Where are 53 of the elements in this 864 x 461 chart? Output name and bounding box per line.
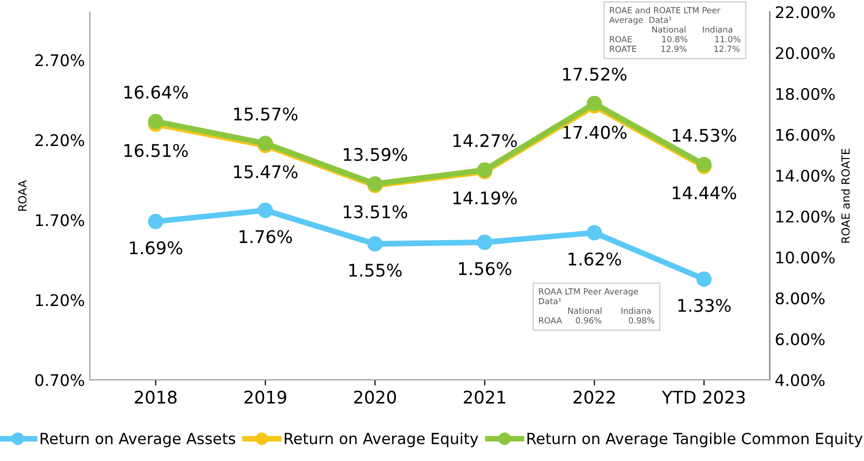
- data-label: 1.69%: [130, 241, 182, 254]
- y2-tick-label: 20.00%: [776, 47, 835, 60]
- y-tick-label: 1.70%: [36, 214, 84, 226]
- data-label: 14.44%: [672, 186, 736, 200]
- point: [696, 271, 712, 287]
- y2-axis-title: ROAE and ROATE: [841, 148, 850, 243]
- point: [586, 225, 602, 240]
- data-label: 17.52%: [563, 68, 626, 81]
- y2-tick-label: 6.00%: [776, 333, 825, 346]
- point: [258, 202, 273, 218]
- data-label: 16.51%: [124, 144, 188, 158]
- data-label: 13.51%: [344, 205, 408, 218]
- point: [367, 236, 383, 252]
- data-label: 17.40%: [563, 126, 626, 139]
- data-label: 1.76%: [240, 230, 292, 244]
- x-tick-label: 2019: [244, 390, 286, 404]
- x-tick-label: 2022: [574, 390, 615, 404]
- x-tick-label: 2020: [354, 390, 396, 404]
- point: [148, 214, 164, 230]
- y-tick-label: 1.20%: [36, 294, 84, 306]
- data-label: 1.55%: [349, 264, 402, 277]
- y2-tick-label: 16.00%: [776, 128, 835, 141]
- data-label: 14.53%: [672, 128, 736, 142]
- y-tick-label: 0.70%: [35, 374, 84, 386]
- data-label: 1.62%: [568, 252, 621, 266]
- data-label: 14.27%: [453, 134, 517, 148]
- annotation: ROAA LTM Peer Average Data¹ National Indiana ROAA 0.96% 0.98%: [539, 288, 654, 324]
- y2-tick-label: 18.00%: [776, 88, 835, 100]
- data-label: 15.57%: [234, 107, 298, 121]
- y2-tick-label: 22.00%: [776, 6, 835, 18]
- y2-tick-label: 8.00%: [776, 292, 825, 304]
- y-axis-title: ROAA: [18, 180, 27, 211]
- y2-tick-label: 4.00%: [775, 374, 825, 386]
- y-tick-label: 2.20%: [35, 134, 84, 146]
- legend-label: Return on Average Equity: [284, 432, 478, 448]
- point: [148, 114, 164, 130]
- data-label: 1.33%: [678, 298, 731, 312]
- y2-tick-label: 14.00%: [776, 170, 835, 182]
- data-label: 16.64%: [124, 86, 188, 99]
- x-tick-label: 2018: [134, 390, 177, 404]
- data-label: 13.59%: [344, 148, 408, 162]
- y2-tick-label: 12.00%: [776, 210, 835, 223]
- point: [477, 234, 492, 250]
- x-tick-label: 2021: [464, 390, 506, 404]
- legend-label: Return on Average Assets: [40, 432, 236, 448]
- annotation: ROAE and ROATE LTM Peer Average Data¹ National Indiana ROAE 10.8% 11.0% ROATE 12.9% 12.7%: [609, 6, 740, 52]
- y-tick-label: 2.70%: [35, 54, 84, 66]
- legend-label: Return on Average Tangible Common Equity: [528, 432, 863, 448]
- data-label: 15.47%: [234, 165, 298, 178]
- data-label: 14.19%: [453, 191, 517, 204]
- x-tick-label: YTD 2023: [662, 390, 745, 404]
- y2-tick-label: 10.00%: [776, 251, 835, 264]
- data-label: 1.56%: [459, 262, 512, 276]
